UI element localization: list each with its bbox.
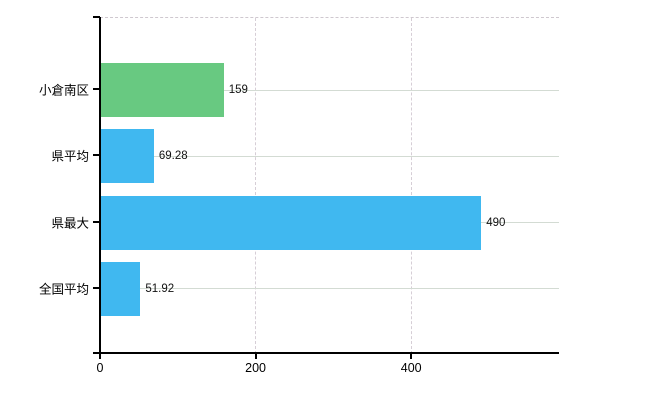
- x-axis-tick-label: 0: [96, 361, 104, 375]
- bar-3[interactable]: [100, 261, 141, 316]
- bar-2[interactable]: [100, 195, 482, 250]
- category-label: 全国平均: [38, 282, 89, 297]
- v-gridline: [255, 18, 257, 354]
- bar-value-label: 159: [228, 84, 248, 96]
- plot-area: 159 69.28 490 51.92: [100, 17, 559, 354]
- x-axis-tick-label: 400: [400, 361, 422, 375]
- category-label: 小倉南区: [38, 83, 89, 98]
- category-label: 県平均: [51, 149, 89, 164]
- bar-1[interactable]: [100, 129, 154, 184]
- bar-value-label: 490: [486, 216, 506, 229]
- x-axis-tick-label: 200: [245, 361, 267, 375]
- bar-value-label: 69.28: [158, 150, 188, 163]
- category-label: 県最大: [51, 216, 89, 231]
- h-gridline: [100, 155, 559, 157]
- category-tick: [93, 220, 100, 223]
- bar-0[interactable]: [100, 63, 224, 117]
- y-axis-boundary-tick: [93, 16, 100, 18]
- bar-value-label: 51.92: [145, 282, 175, 295]
- y-axis-line: [99, 17, 101, 354]
- h-gridline: [100, 288, 559, 290]
- category-tick: [93, 286, 100, 289]
- category-tick: [93, 154, 100, 157]
- v-gridline: [410, 18, 412, 354]
- y-axis-boundary-tick: [93, 352, 100, 354]
- x-axis-tick: [410, 353, 413, 359]
- category-tick: [93, 88, 100, 90]
- x-axis-line: [99, 352, 559, 354]
- h-gridline: [100, 89, 559, 91]
- x-axis-tick: [254, 353, 257, 359]
- x-axis-tick: [99, 353, 101, 359]
